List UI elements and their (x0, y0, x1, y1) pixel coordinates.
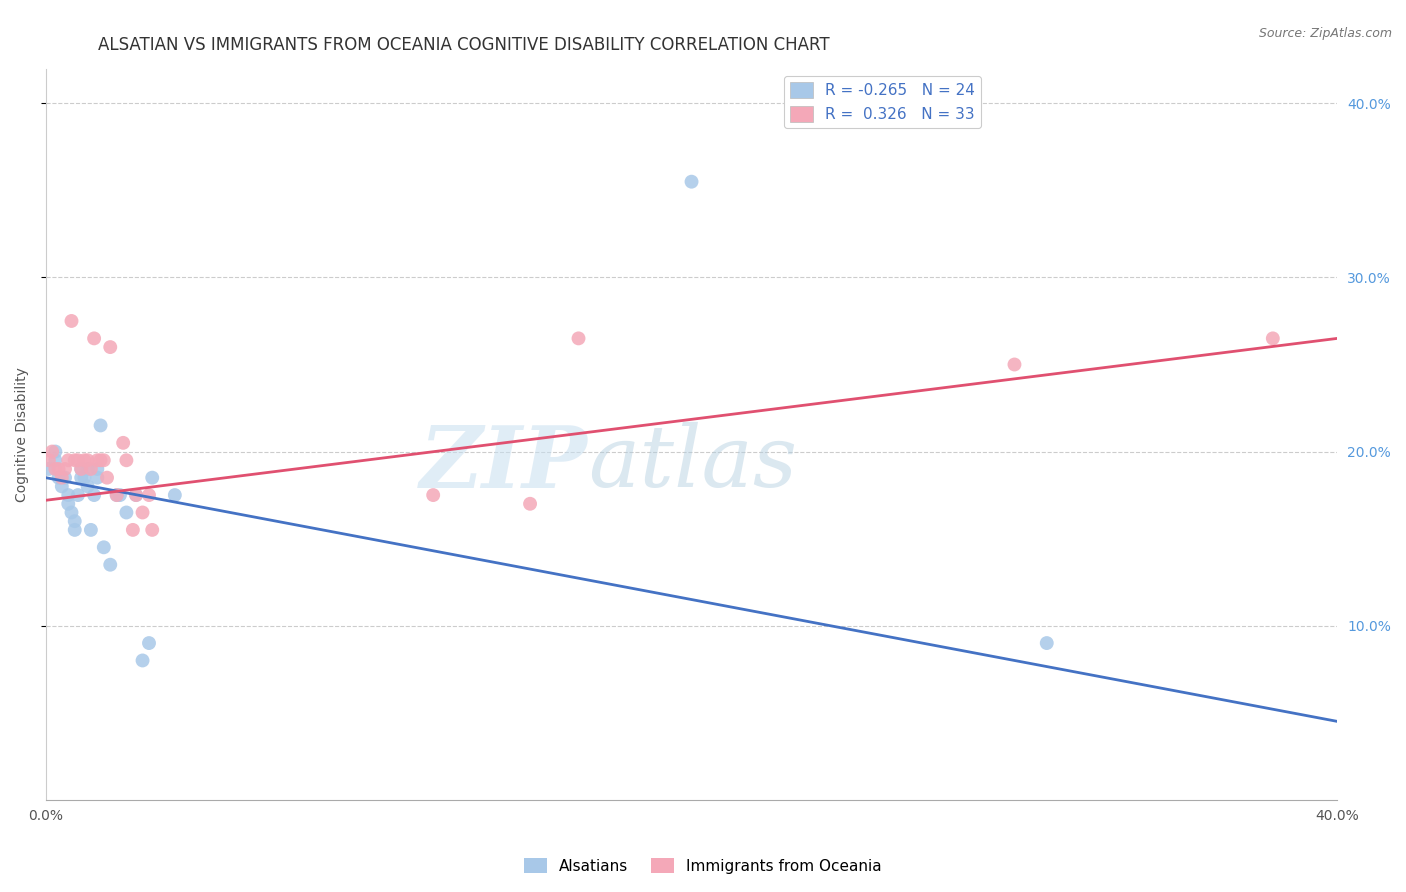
Point (58, 497, 80, 511)
Point (138, 488, 160, 502)
Point (121, 523, 143, 537)
Point (51, 470, 73, 484)
Legend: Alsatians, Immigrants from Oceania: Alsatians, Immigrants from Oceania (517, 852, 889, 880)
Point (38, 462, 60, 476)
Point (93, 453, 115, 467)
Point (141, 470, 163, 484)
Point (58, 453, 80, 467)
Point (108, 488, 131, 502)
Point (96, 470, 118, 484)
Point (51, 479, 73, 493)
Point (73, 470, 96, 484)
Point (115, 506, 138, 520)
Text: Source: ZipAtlas.com: Source: ZipAtlas.com (1258, 27, 1392, 40)
Text: atlas: atlas (588, 422, 797, 505)
Legend: R = -0.265   N = 24, R =  0.326   N = 33: R = -0.265 N = 24, R = 0.326 N = 33 (783, 76, 981, 128)
Point (125, 488, 148, 502)
Point (48, 462, 70, 476)
Point (63, 453, 86, 467)
Point (66, 453, 89, 467)
Point (1004, 358, 1026, 372)
Point (131, 506, 153, 520)
Point (83, 488, 105, 502)
Point (422, 488, 444, 502)
Point (44, 453, 66, 467)
Point (70, 470, 93, 484)
Point (41, 444, 63, 458)
Point (63, 514, 86, 528)
Point (1261, 331, 1284, 345)
Point (76, 462, 98, 476)
Point (48, 470, 70, 484)
Point (86, 462, 108, 476)
Point (44, 462, 66, 476)
Point (141, 523, 163, 537)
Point (93, 541, 115, 555)
Text: ZIP: ZIP (420, 422, 588, 505)
Point (86, 470, 108, 484)
Point (73, 453, 96, 467)
Point (76, 479, 98, 493)
Point (138, 636, 160, 650)
Point (115, 453, 138, 467)
Point (90, 418, 112, 433)
Point (105, 488, 128, 502)
Point (58, 488, 80, 502)
Point (63, 523, 86, 537)
Point (567, 331, 589, 345)
Text: ALSATIAN VS IMMIGRANTS FROM OCEANIA COGNITIVE DISABILITY CORRELATION CHART: ALSATIAN VS IMMIGRANTS FROM OCEANIA COGN… (98, 36, 830, 54)
Point (53, 462, 76, 476)
Point (53, 470, 76, 484)
Point (76, 453, 98, 467)
Point (86, 453, 108, 467)
Point (70, 462, 93, 476)
Point (98, 340, 121, 354)
Point (1035, 636, 1057, 650)
Point (70, 462, 93, 476)
Point (44, 444, 66, 458)
Point (83, 331, 105, 345)
Point (80, 523, 103, 537)
Point (60, 314, 83, 328)
Y-axis label: Cognitive Disability: Cognitive Disability (15, 367, 30, 501)
Point (98, 558, 121, 572)
Point (163, 488, 186, 502)
Point (80, 462, 103, 476)
Point (125, 488, 148, 502)
Point (90, 453, 112, 467)
Point (681, 175, 703, 189)
Point (105, 488, 128, 502)
Point (38, 453, 60, 467)
Point (112, 435, 135, 450)
Point (66, 488, 89, 502)
Point (131, 653, 153, 667)
Point (60, 506, 83, 520)
Point (519, 497, 541, 511)
